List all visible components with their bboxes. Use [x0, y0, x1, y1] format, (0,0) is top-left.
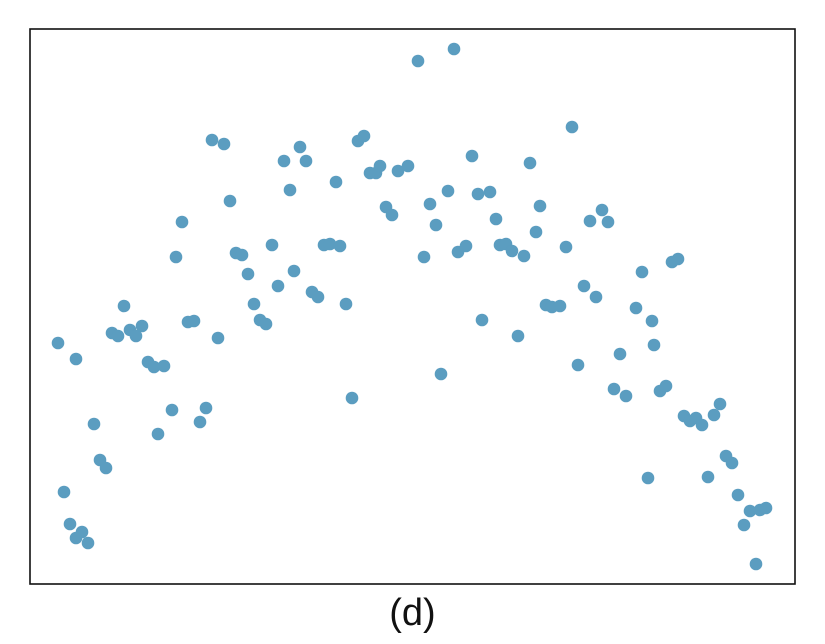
data-point	[533, 199, 547, 213]
data-point	[69, 352, 83, 366]
chart-caption: (d)	[389, 592, 436, 634]
data-point	[647, 338, 661, 352]
data-point	[619, 389, 633, 403]
data-point	[731, 488, 745, 502]
data-point	[299, 154, 313, 168]
data-point	[135, 319, 149, 333]
data-point	[157, 359, 171, 373]
data-point	[259, 317, 273, 331]
data-point	[695, 418, 709, 432]
data-point	[151, 427, 165, 441]
data-point	[635, 265, 649, 279]
data-point	[645, 314, 659, 328]
data-point	[193, 415, 207, 429]
data-point	[117, 299, 131, 313]
data-point	[629, 301, 643, 315]
data-point	[707, 408, 721, 422]
data-points	[51, 42, 773, 571]
data-point	[205, 133, 219, 147]
data-point	[401, 159, 415, 173]
data-point	[559, 240, 573, 254]
data-point	[459, 239, 473, 253]
data-point	[87, 417, 101, 431]
data-point	[465, 149, 479, 163]
data-point	[577, 279, 591, 293]
data-point	[217, 137, 231, 151]
data-point	[749, 557, 763, 571]
data-point	[175, 215, 189, 229]
data-point	[187, 314, 201, 328]
data-point	[589, 290, 603, 304]
data-point	[601, 215, 615, 229]
data-point	[489, 212, 503, 226]
data-point	[529, 225, 543, 239]
data-point	[671, 252, 685, 266]
data-point	[223, 194, 237, 208]
data-point	[475, 313, 489, 327]
data-point	[247, 297, 261, 311]
data-point	[345, 391, 359, 405]
data-point	[613, 347, 627, 361]
data-point	[323, 237, 337, 251]
data-point	[311, 290, 325, 304]
data-point	[517, 249, 531, 263]
data-point	[147, 360, 161, 374]
data-point	[283, 183, 297, 197]
data-point	[607, 382, 621, 396]
data-point	[51, 336, 65, 350]
data-point	[641, 471, 655, 485]
data-point	[659, 379, 673, 393]
data-point	[199, 401, 213, 415]
data-point	[505, 244, 519, 258]
data-point	[235, 248, 249, 262]
data-point	[165, 403, 179, 417]
data-point	[329, 175, 343, 189]
data-point	[565, 120, 579, 134]
data-point	[423, 197, 437, 211]
data-point	[411, 54, 425, 68]
data-point	[81, 536, 95, 550]
data-point	[759, 501, 773, 515]
data-point	[441, 184, 455, 198]
data-point	[63, 517, 77, 531]
data-point	[737, 518, 751, 532]
data-point	[271, 279, 285, 293]
data-point	[713, 397, 727, 411]
data-point	[99, 461, 113, 475]
data-point	[277, 154, 291, 168]
data-point	[553, 299, 567, 313]
data-point	[169, 250, 183, 264]
data-point	[75, 525, 89, 539]
data-point	[391, 164, 405, 178]
plot-frame	[29, 28, 796, 585]
data-point	[211, 331, 225, 345]
data-point	[417, 250, 431, 264]
data-point	[483, 185, 497, 199]
data-point	[357, 129, 371, 143]
data-point	[447, 42, 461, 56]
data-point	[429, 218, 443, 232]
data-point	[293, 140, 307, 154]
data-point	[583, 214, 597, 228]
data-point	[743, 504, 757, 518]
data-point	[129, 329, 143, 343]
data-point	[725, 456, 739, 470]
data-point	[241, 267, 255, 281]
data-point	[571, 358, 585, 372]
data-point	[287, 264, 301, 278]
data-point	[434, 367, 448, 381]
data-point	[265, 238, 279, 252]
data-point	[523, 156, 537, 170]
data-point	[57, 485, 71, 499]
data-point	[339, 297, 353, 311]
data-point	[511, 329, 525, 343]
data-point	[373, 159, 387, 173]
data-point	[333, 239, 347, 253]
data-point	[471, 187, 485, 201]
data-point	[701, 470, 715, 484]
data-point	[595, 203, 609, 217]
data-point	[385, 208, 399, 222]
data-point	[111, 329, 125, 343]
